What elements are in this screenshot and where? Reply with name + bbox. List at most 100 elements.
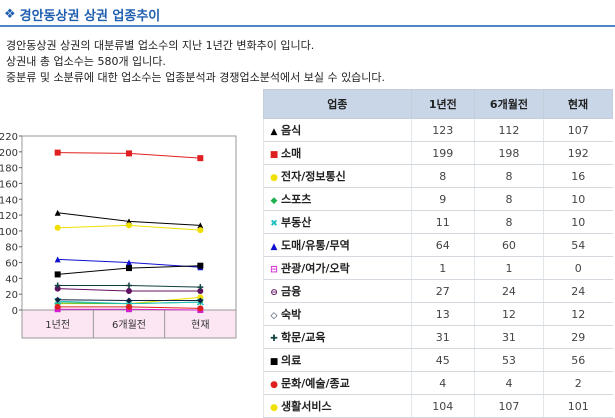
description-line-3: 중분류 및 소분류에 대한 업소수는 업종분석과 경쟁업소분석에서 보실 수 있… [6, 71, 386, 84]
industry-name-cell: ● 전자/정보통신 [263, 164, 412, 188]
value-6m-ago: 107 [473, 394, 544, 418]
value-6m-ago: 4 [473, 371, 544, 395]
industry-name-cell: ✚ 학문/교육 [263, 325, 412, 349]
industry-name-cell: ● 생활서비스 [263, 394, 412, 418]
value-now: 16 [542, 164, 613, 188]
table-row: ⊖ 금융 27 24 24 [263, 279, 613, 303]
header-1y-ago: 1년전 [410, 89, 475, 119]
section-title: ❖ 경안동상권 상권 업종추이 [4, 4, 160, 24]
table-row: ✚ 학문/교육 31 31 29 [263, 325, 613, 349]
series-marker-icon: ● [270, 380, 278, 390]
data-point [197, 227, 204, 234]
data-point [197, 284, 204, 291]
y-tick-label: 120 [0, 211, 18, 222]
series-marker-icon: ▲ [270, 127, 278, 137]
value-now: 2 [542, 371, 613, 395]
table-row: ■ 소매 199 198 192 [263, 141, 613, 165]
data-point [126, 265, 132, 272]
data-point [54, 149, 61, 156]
industry-name: 학문/교육 [281, 331, 326, 344]
title-divider [0, 25, 615, 27]
y-tick-label: 40 [5, 274, 18, 285]
y-tick-label: 80 [5, 243, 18, 254]
industry-name: 문화/예술/종교 [281, 377, 350, 390]
data-point [197, 155, 204, 162]
value-1y-ago: 199 [410, 141, 475, 165]
header-now: 현재 [542, 89, 614, 119]
data-point [126, 303, 132, 310]
data-point [197, 288, 204, 295]
industry-name-cell: ✖ 부동산 [263, 210, 412, 234]
industry-name: 소매 [281, 147, 302, 160]
industry-name-cell: ■ 의료 [263, 348, 412, 372]
data-point [126, 288, 132, 295]
value-now: 56 [542, 348, 613, 372]
data-point [126, 222, 132, 229]
industry-name: 부동산 [281, 216, 312, 229]
table-row: ▲ 음식 123 112 107 [263, 118, 613, 142]
industry-name-cell: ⊖ 금융 [263, 279, 412, 303]
series-marker-icon: ● [270, 403, 278, 413]
y-tick-label: 200 [0, 148, 18, 159]
y-tick-label: 100 [0, 227, 18, 238]
value-now: 24 [542, 279, 613, 303]
value-now: 192 [542, 141, 613, 165]
value-now: 12 [542, 302, 613, 326]
value-1y-ago: 8 [410, 164, 475, 188]
value-1y-ago: 64 [410, 233, 475, 257]
data-point [126, 297, 132, 304]
industry-table: 업종 1년전 6개월전 현재 ▲ 음식 123 112 107 ■ 소매 199 198 192 ●… [263, 89, 614, 418]
table-row: ● 문화/예술/종교 4 4 2 [263, 371, 613, 395]
value-now: 29 [542, 325, 613, 349]
y-tick-label: 140 [0, 195, 18, 206]
industry-name-cell: ◆ 스포츠 [263, 187, 412, 211]
description: 경안동상권 상권의 대분류별 업소수의 지난 1년간 변화추이 입니다. 상권내… [6, 38, 385, 86]
x-tick-label: 1년전 [45, 319, 70, 331]
y-tick-label: 220 [0, 132, 18, 143]
industry-name: 금융 [281, 285, 302, 298]
data-point [197, 262, 204, 269]
value-1y-ago: 4 [410, 371, 475, 395]
data-point [126, 150, 132, 157]
industry-name: 의료 [281, 354, 302, 367]
y-tick-label: 160 [0, 179, 18, 190]
data-point [54, 209, 61, 216]
value-now: 101 [542, 394, 613, 418]
value-6m-ago: 12 [473, 302, 544, 326]
x-tick-label: 6개월전 [112, 319, 146, 331]
value-6m-ago: 112 [473, 118, 544, 142]
page-title: 경안동상권 상권 업종추이 [19, 8, 161, 24]
value-6m-ago: 24 [473, 279, 544, 303]
series-marker-icon: ▲ [270, 242, 278, 252]
header-industry: 업종 [263, 89, 412, 119]
value-1y-ago: 13 [410, 302, 475, 326]
value-6m-ago: 8 [473, 164, 544, 188]
data-point [197, 305, 204, 312]
industry-name-cell: ▲ 도매/유통/무역 [263, 233, 412, 257]
series-marker-icon: ⊟ [270, 265, 278, 275]
series-marker-icon: ✚ [270, 334, 278, 344]
data-point [54, 271, 61, 278]
value-1y-ago: 27 [410, 279, 475, 303]
table-header-row: 업종 1년전 6개월전 현재 [263, 89, 614, 119]
value-1y-ago: 1 [410, 256, 475, 280]
industry-name: 스포츠 [281, 193, 312, 206]
value-6m-ago: 198 [473, 141, 544, 165]
value-now: 10 [542, 187, 613, 211]
industry-name-cell: ◇ 숙박 [263, 302, 412, 326]
value-now: 0 [542, 256, 613, 280]
value-1y-ago: 45 [410, 348, 475, 372]
data-point [197, 297, 204, 304]
industry-name: 음식 [281, 124, 302, 137]
series-marker-icon: ◇ [270, 311, 278, 321]
data-point [54, 303, 61, 310]
value-6m-ago: 8 [473, 210, 544, 234]
trend-line-chart: 0 20 40 60 80 100 120 140 160 180 200 220 1년전 6개월전 현재 [0, 132, 237, 339]
table-row: ✖ 부동산 11 8 10 [263, 210, 613, 234]
table-row: ■ 의료 45 53 56 [263, 348, 613, 372]
data-point [126, 282, 132, 289]
industry-name: 생활서비스 [281, 400, 332, 413]
data-point [197, 222, 204, 229]
industry-name: 숙박 [281, 308, 302, 321]
value-now: 10 [542, 210, 613, 234]
